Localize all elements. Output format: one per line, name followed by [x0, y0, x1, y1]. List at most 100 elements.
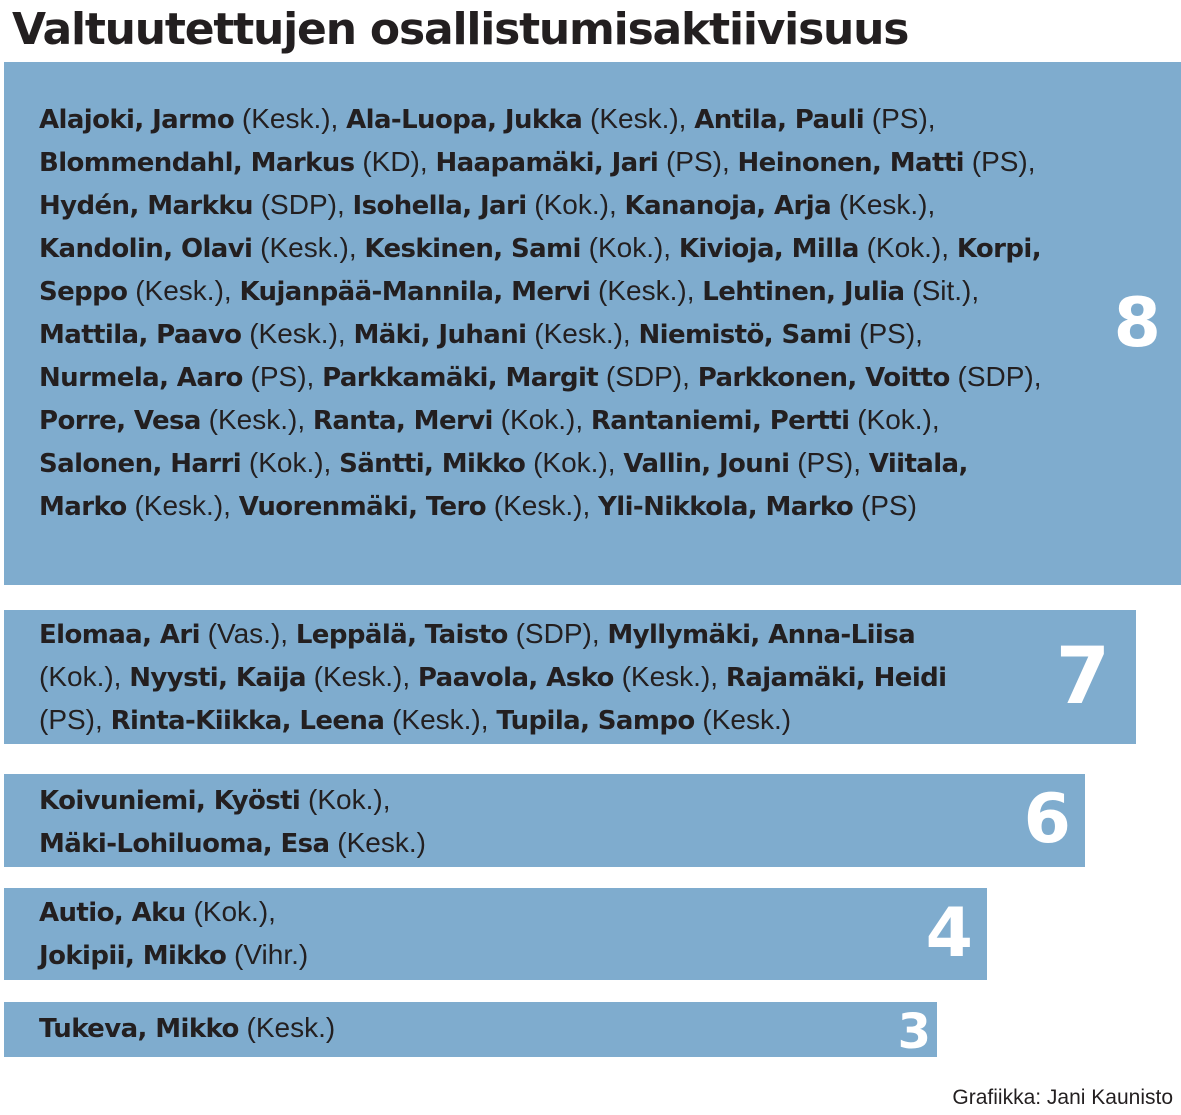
bar-value: 3	[897, 1004, 931, 1060]
member-entry: Tukeva, Mikko (Kesk.)	[39, 1012, 336, 1044]
member-entry: Kananoja, Arja (Kesk.),	[624, 189, 936, 221]
member-name: Blommendahl, Markus	[39, 148, 355, 178]
member-entry: Paavola, Asko (Kesk.),	[417, 661, 726, 693]
member-party: (PS),	[864, 103, 936, 134]
member-name: Alajoki, Jarmo	[39, 105, 235, 135]
member-party: (PS),	[789, 447, 869, 478]
member-entry: Elomaa, Ari (Vas.),	[39, 618, 296, 650]
member-name: Keskinen, Sami	[364, 234, 581, 264]
member-entry: Antila, Pauli (PS),	[694, 103, 936, 135]
member-party: (Kesk.),	[241, 318, 354, 349]
member-party: (Kesk.),	[831, 189, 936, 220]
member-name: Korpi, Seppo	[39, 234, 1042, 307]
member-name: Salonen, Harri	[39, 449, 242, 479]
member-name: Nyysti, Kaija	[129, 663, 306, 693]
member-list: Elomaa, Ari (Vas.), Leppälä, Taisto (SDP…	[39, 613, 999, 742]
member-name: Tupila, Sampo	[496, 706, 695, 736]
member-name: Viitala, Marko	[39, 449, 968, 522]
member-name: Vuorenmäki, Tero	[238, 492, 487, 522]
member-party: (Kok.),	[858, 232, 957, 263]
member-entry: Koivuniemi, Kyösti (Kok.),	[39, 784, 391, 816]
member-name: Heinonen, Matti	[737, 148, 965, 178]
member-name: Leppälä, Taisto	[295, 620, 509, 650]
graphics-credit: Grafiikka: Jani Kaunisto	[952, 1086, 1173, 1109]
member-entry: Isohella, Jari (Kok.),	[353, 189, 625, 221]
member-entry: Vallin, Jouni (PS),	[623, 447, 869, 479]
member-name: Rinta-Kiikka, Leena	[110, 706, 385, 736]
member-entry: Myllymäki, Anna-Liisa (Kok.),	[39, 620, 916, 693]
member-list: Tukeva, Mikko (Kesk.)	[39, 1007, 639, 1050]
member-party: (SDP),	[949, 361, 1042, 392]
member-party: (Kesk.),	[305, 661, 418, 692]
member-party: (Kok.),	[39, 661, 130, 692]
member-party: (SDP),	[507, 618, 608, 649]
member-entry: Jokipii, Mikko (Vihr.)	[39, 939, 309, 971]
member-entry: Kandolin, Olavi (Kesk.),	[39, 232, 365, 264]
member-party: (PS),	[39, 704, 111, 735]
member-entry: Niemistö, Sami (PS),	[638, 318, 922, 350]
member-name: Mäki-Lohiluoma, Esa	[39, 829, 330, 859]
member-name: Nurmela, Aaro	[39, 363, 243, 393]
member-name: Säntti, Mikko	[339, 449, 526, 479]
member-party: (Kesk.),	[613, 661, 726, 692]
member-entry: Korpi, Seppo (Kesk.),	[39, 234, 1042, 307]
member-party: (Kesk.),	[200, 404, 313, 435]
member-entry: Rantaniemi, Pertti (Kok.),	[591, 404, 940, 436]
bar-value: 8	[1113, 284, 1161, 363]
member-party: (Kok.),	[525, 447, 624, 478]
member-name: Rajamäki, Heidi	[725, 663, 947, 693]
member-name: Yli-Nikkola, Marko	[598, 492, 854, 522]
member-name: Myllymäki, Anna-Liisa	[607, 620, 916, 650]
member-name: Lehtinen, Julia	[702, 277, 905, 307]
member-name: Vallin, Jouni	[623, 449, 790, 479]
member-entry: Rinta-Kiikka, Leena (Kesk.),	[110, 704, 497, 736]
member-party: (Kesk.),	[126, 490, 239, 521]
member-party: (Kesk.),	[127, 275, 240, 306]
member-entry: Vuorenmäki, Tero (Kesk.),	[238, 490, 598, 522]
member-name: Ala-Luopa, Jukka	[346, 105, 583, 135]
bar-group-4: Autio, Aku (Kok.), Jokipii, Mikko (Vihr.…	[4, 888, 987, 980]
member-party: (Kesk.)	[694, 704, 792, 735]
member-name: Parkkonen, Voitto	[697, 363, 951, 393]
member-party: (Kok.),	[241, 447, 340, 478]
member-party: (Kesk.),	[384, 704, 497, 735]
member-name: Kananoja, Arja	[624, 191, 832, 221]
member-list: Autio, Aku (Kok.), Jokipii, Mikko (Vihr.…	[39, 891, 639, 977]
member-entry: Parkkonen, Voitto (SDP),	[697, 361, 1042, 393]
member-name: Elomaa, Ari	[39, 620, 201, 650]
member-name: Haapamäki, Jari	[435, 148, 659, 178]
member-list: Koivuniemi, Kyösti (Kok.), Mäki-Lohiluom…	[39, 779, 639, 865]
member-entry: Rajamäki, Heidi (PS),	[39, 663, 947, 736]
member-party: (Kesk.)	[329, 827, 426, 858]
member-name: Niemistö, Sami	[638, 320, 852, 350]
bar-group-7: Elomaa, Ari (Vas.), Leppälä, Taisto (SDP…	[4, 610, 1136, 744]
member-party: (Kok.),	[849, 404, 940, 435]
bar-group-3: Tukeva, Mikko (Kesk.) 3	[4, 1002, 937, 1060]
chart-title: Valtuutettujen osallistumisaktiivisuus	[12, 4, 909, 55]
member-party: (Kesk.)	[238, 1012, 336, 1043]
member-party: (Vihr.)	[226, 939, 309, 970]
member-party: (Kesk.),	[234, 103, 347, 134]
member-entry: Hydén, Markku (SDP),	[39, 189, 353, 221]
member-entry: Autio, Aku (Kok.),	[39, 896, 276, 928]
member-party: (PS)	[853, 490, 917, 521]
bar-value: 7	[1055, 632, 1110, 722]
bar-value: 4	[925, 894, 973, 973]
member-name: Tukeva, Mikko	[39, 1014, 239, 1044]
member-entry: Yli-Nikkola, Marko (PS)	[598, 490, 917, 522]
member-name: Jokipii, Mikko	[39, 941, 227, 971]
member-party: (Kok.),	[580, 232, 679, 263]
member-entry: Blommendahl, Markus (KD),	[39, 146, 436, 178]
member-name: Hydén, Markku	[39, 191, 254, 221]
member-entry: Porre, Vesa (Kesk.),	[39, 404, 313, 436]
member-name: Paavola, Asko	[417, 663, 615, 693]
member-entry: Tupila, Sampo (Kesk.)	[496, 704, 792, 736]
member-entry: Viitala, Marko (Kesk.),	[39, 449, 968, 522]
member-party: (Kesk.),	[252, 232, 365, 263]
member-name: Autio, Aku	[39, 898, 186, 928]
member-name: Antila, Pauli	[694, 105, 865, 135]
member-party: (SDP),	[598, 361, 698, 392]
member-entry: Lehtinen, Julia (Sit.),	[702, 275, 979, 307]
member-party: (KD),	[354, 146, 436, 177]
member-party: (Kok.),	[300, 784, 391, 815]
